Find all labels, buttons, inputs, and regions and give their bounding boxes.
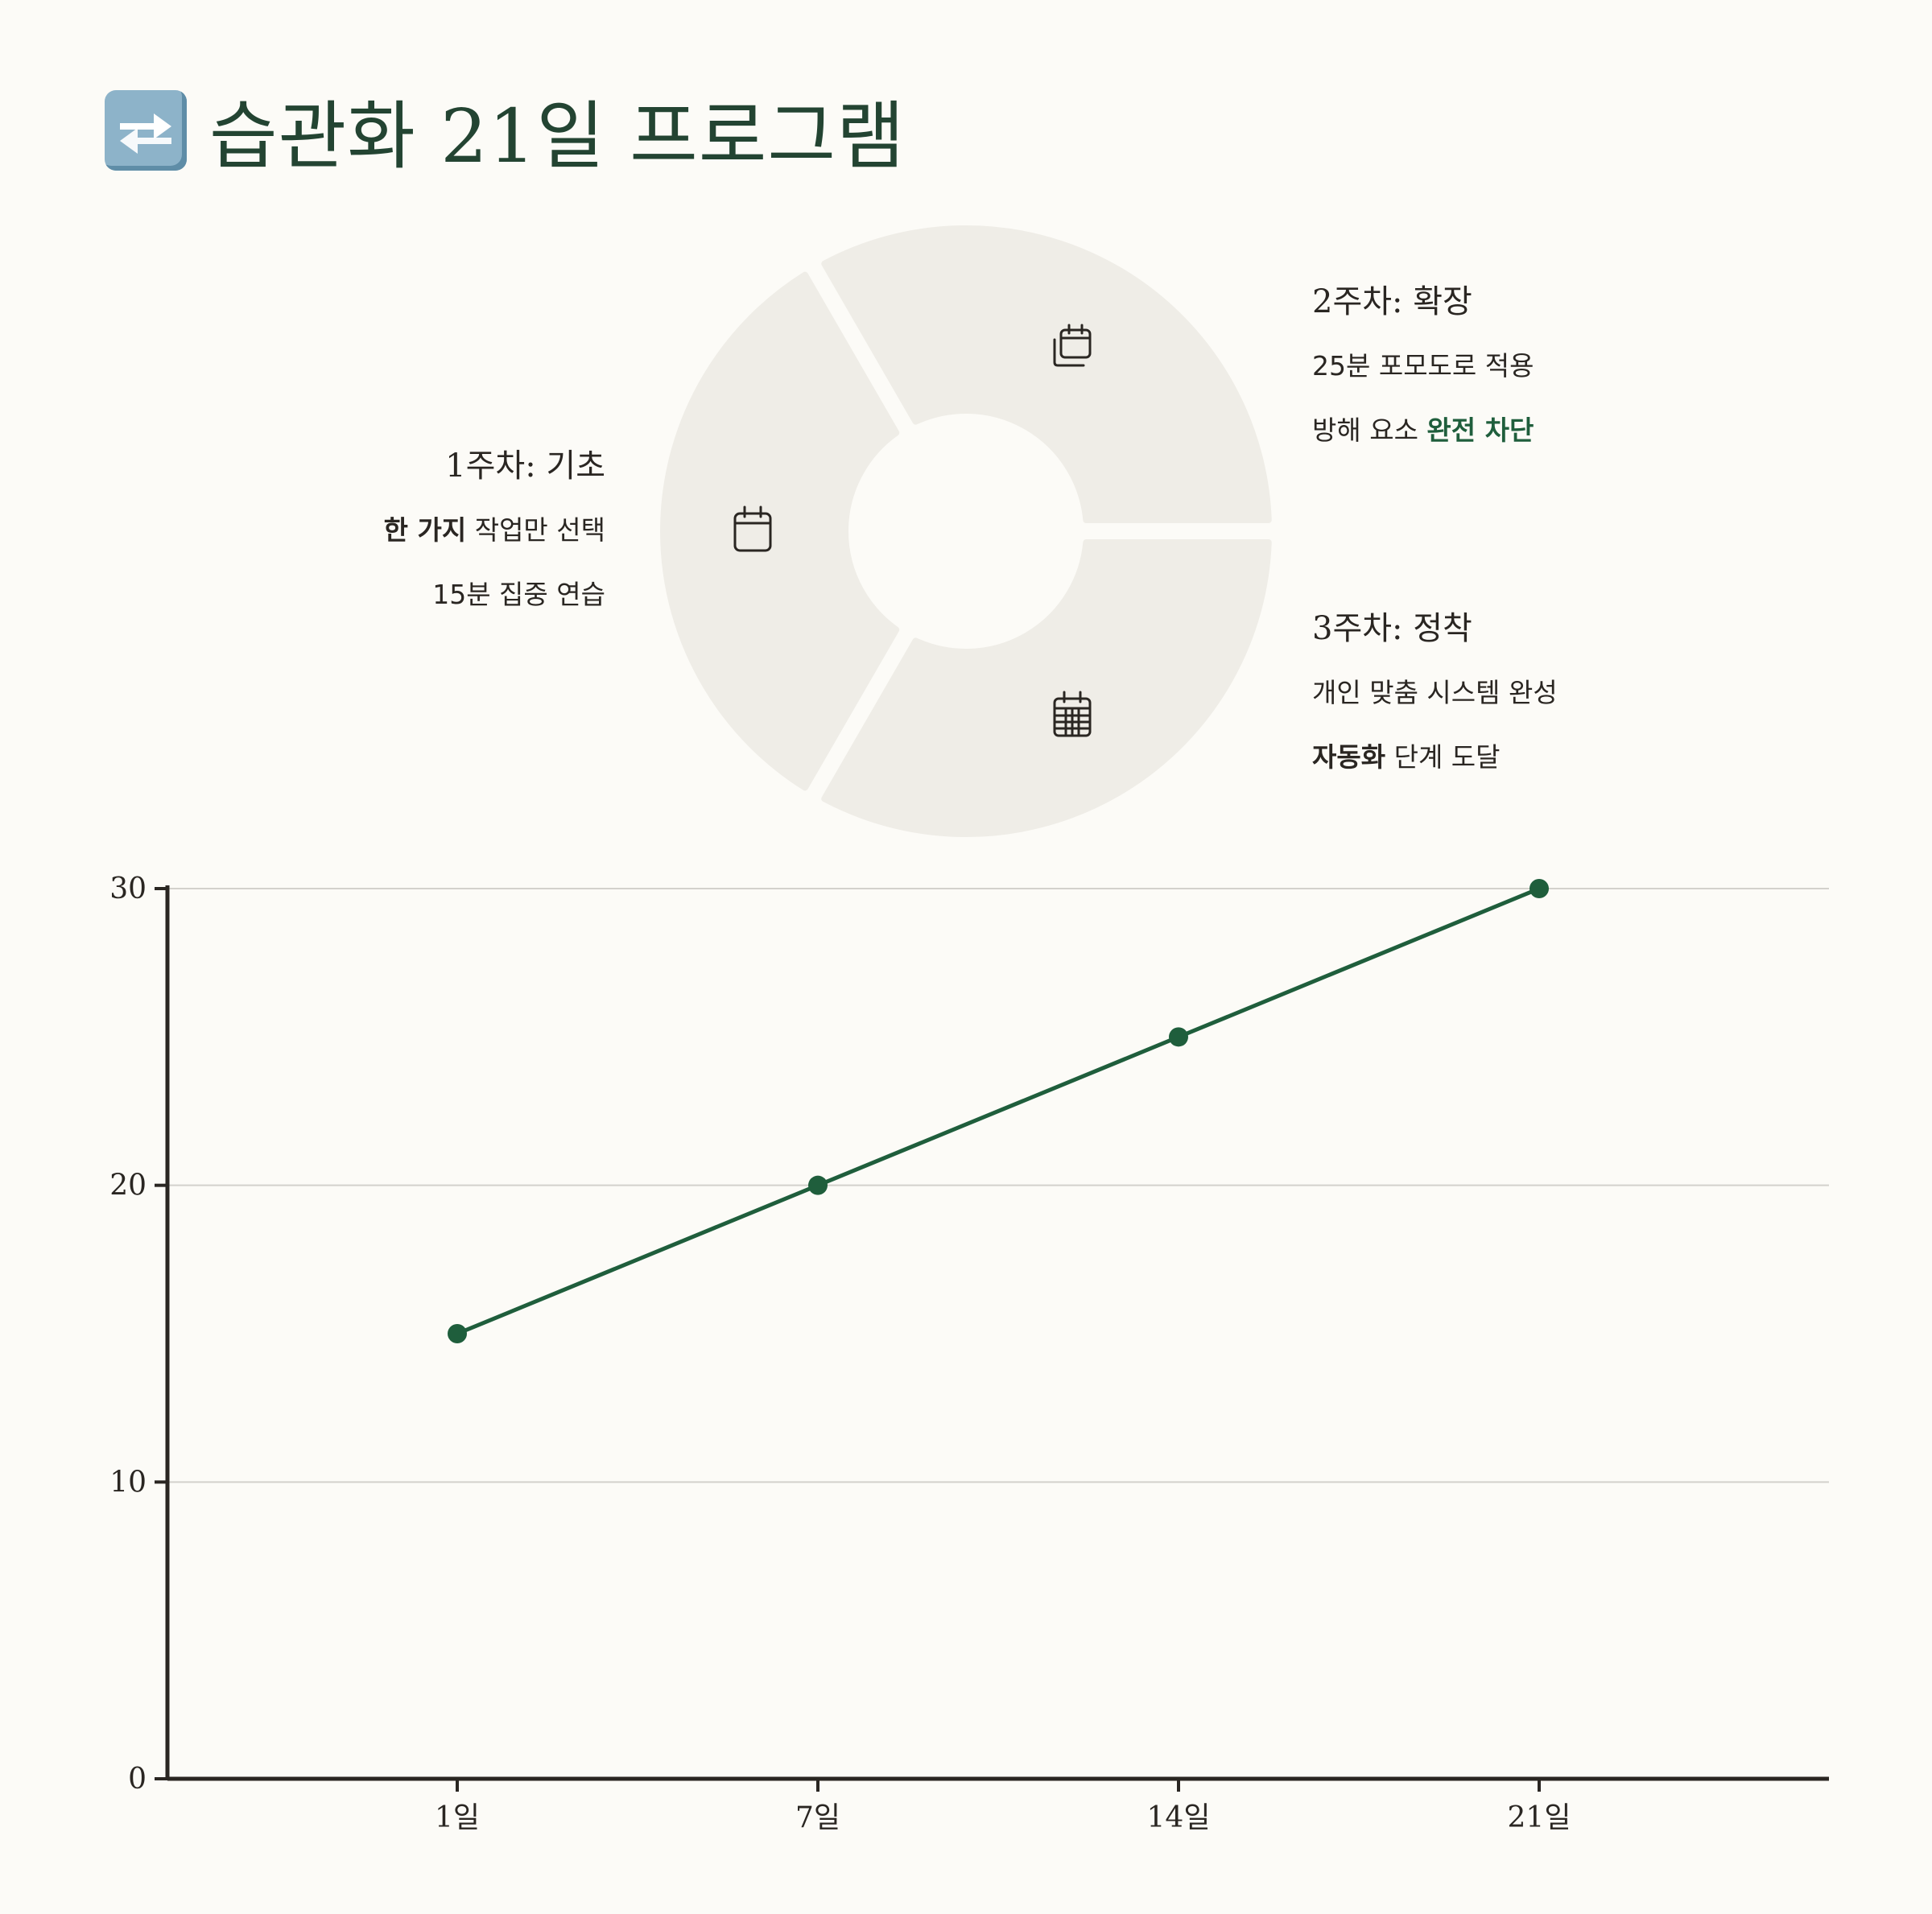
week-1-line-1: 한 가지 작업만 선택: [384, 514, 605, 546]
calendar-icon: [733, 505, 772, 552]
page-title: 습관화 21일 프로그램: [105, 76, 906, 184]
week-2-title: 2주차: 확장: [1312, 283, 1472, 320]
y-tick-label: 30: [109, 872, 147, 905]
arrows-cycle-icon: [105, 89, 187, 171]
week-3-line-1: 개인 맞춤 시스템 완성: [1312, 677, 1558, 708]
y-tick-label: 0: [128, 1763, 147, 1796]
data-point: [448, 1324, 467, 1343]
week-1-line-2: 15분 집중 연습: [432, 579, 605, 610]
week-2-line-2: 방해 요소 완전 차단: [1312, 415, 1534, 446]
calendar-stack-icon: [1053, 324, 1092, 367]
page-title-text: 습관화 21일 프로그램: [209, 93, 906, 179]
series-line: [456, 886, 1540, 1336]
x-tick-label: 1일: [435, 1801, 480, 1834]
week-3-line-2: 자동화 단계 도달: [1312, 741, 1501, 773]
x-tick-label: 14일: [1147, 1801, 1211, 1834]
data-point: [1530, 879, 1549, 898]
data-point: [1169, 1027, 1188, 1047]
donut-segment-week-2: [821, 225, 1272, 524]
calendar-grid-icon: [1053, 691, 1092, 737]
line-chart: 0 10 20 30 1일 7일 14일 21일: [109, 872, 1829, 1834]
y-tick-label: 10: [109, 1466, 147, 1499]
x-tick-label: 21일: [1508, 1801, 1571, 1834]
week-labels: 1주차: 기초한 가지 작업만 선택 15분 집중 연습 2주차: 확장 25분 포모…: [384, 283, 1558, 773]
week-1-label: 1주차: 기초한 가지 작업만 선택 15분 집중 연습: [384, 448, 605, 610]
data-point: [808, 1175, 828, 1195]
week-2-line-1: 25분 포모도로 적용: [1312, 350, 1534, 382]
donut-segment-week-3: [821, 538, 1272, 837]
donut-segment-week-1: [660, 271, 900, 791]
y-tick-label: 20: [109, 1169, 147, 1202]
week-1-title: 1주차: 기초: [445, 448, 605, 485]
donut-icons: [733, 324, 1092, 737]
x-tick-label: 7일: [795, 1801, 840, 1834]
week-3-title: 3주차: 정착: [1312, 610, 1472, 647]
week-donut: [660, 225, 1272, 837]
